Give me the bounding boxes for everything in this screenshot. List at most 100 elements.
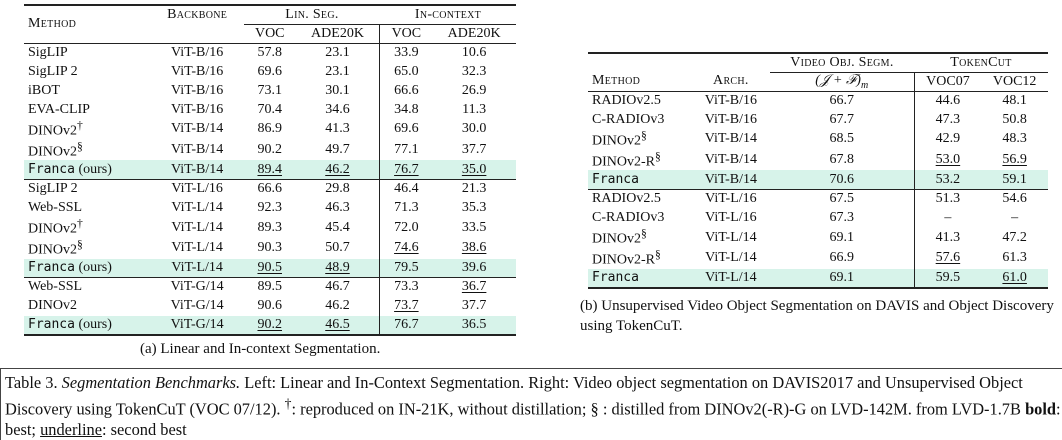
ic-voc-cell: 79.5 <box>379 258 433 278</box>
lin-voc-cell: 90.3 <box>257 240 282 256</box>
ic-voc-cell: 65.0 <box>379 62 433 81</box>
backbone-cell: ViT-B/16 <box>170 63 224 79</box>
table-row: DINOv2-R§ ViT-L/14 66.9 57.6 61.3 <box>588 247 1048 269</box>
backbone-cell: ViT-B/16 <box>170 82 224 98</box>
lin-voc-cell: 90.2 <box>257 141 282 157</box>
voc12-cell: 61.0 <box>981 268 1048 289</box>
lin-ade-cell: 34.6 <box>325 101 350 117</box>
arch-cell: ViT-L/14 <box>705 229 757 245</box>
method-cell: RADIOv2.5 <box>588 90 692 110</box>
table-row: SigLIP 2 ViT-B/16 69.6 23.1 65.0 32.3 <box>24 62 516 81</box>
voc12-cell: – <box>1011 209 1019 225</box>
header-method: Method <box>24 4 151 43</box>
section-symbol: § <box>590 399 599 419</box>
backbone-cell: ViT-G/14 <box>150 315 244 336</box>
ic-voc-cell: 46.4 <box>379 178 433 199</box>
voc07-cell: 57.6 <box>913 247 982 269</box>
caption-text3: : distilled from DINOv2(-R)-G on LVD-142… <box>602 399 1021 419</box>
ic-voc-cell: 71.3 <box>379 198 433 218</box>
backbone-cell: ViT-L/14 <box>171 199 223 215</box>
method-cell: Web-SSL <box>24 277 151 297</box>
table-row: C-RADIOv3 ViT-L/16 67.3 – – <box>588 208 1048 228</box>
lin-voc-cell: 90.6 <box>257 298 282 314</box>
method-cell: DINOv2† <box>28 217 83 237</box>
method-cell: SigLIP 2 <box>24 178 151 199</box>
ic-ade-cell: 39.6 <box>432 258 516 278</box>
backbone-cell: ViT-B/14 <box>170 121 224 137</box>
backbone-cell: ViT-B/14 <box>170 141 224 157</box>
method-cell: DINOv2† <box>28 119 83 139</box>
voc12-cell: 59.1 <box>981 170 1048 190</box>
header-metric: (𝒥 + ℱ)m <box>815 72 869 91</box>
table-row: Web-SSL ViT-G/14 89.5 46.7 73.3 36.7 <box>24 277 516 297</box>
ours-row: Franca (ours) ViT-B/14 89.4 46.2 76.7 35.0 <box>24 160 516 180</box>
arch-cell: ViT-B/16 <box>704 111 758 127</box>
table-row: DINOv2† ViT-B/14 86.9 41.3 69.6 30.0 <box>24 119 516 140</box>
lin-voc-cell: 73.1 <box>257 82 282 98</box>
backbone-cell: ViT-L/14 <box>171 219 223 235</box>
header-method: Method <box>592 73 641 89</box>
lin-voc-cell: 90.2 <box>243 315 296 336</box>
ic-voc-cell: 34.8 <box>379 100 433 119</box>
voc12-cell: 50.8 <box>1002 111 1027 127</box>
method-cell: Franca <box>588 268 692 289</box>
arch-cell: ViT-L/16 <box>705 209 757 225</box>
dagger-symbol: † <box>284 396 292 411</box>
ic-ade-cell: 32.3 <box>461 63 487 79</box>
ic-ade-cell: 11.3 <box>462 101 487 117</box>
ic-ade-cell: 35.0 <box>432 160 516 180</box>
header-backbone: Backbone <box>150 4 244 24</box>
voc07-cell: – <box>913 208 982 228</box>
voc07-cell: 41.3 <box>913 227 982 248</box>
arch-cell: ViT-B/16 <box>691 90 770 110</box>
caption-underline-word: underline <box>40 420 102 440</box>
lin-voc-cell: 86.9 <box>257 121 282 137</box>
voc07-cell: 53.0 <box>913 149 982 171</box>
voc07-cell: 59.5 <box>913 268 982 289</box>
lin-voc-cell: 57.8 <box>243 42 296 62</box>
ic-ade-cell: 37.7 <box>461 141 487 157</box>
backbone-cell: ViT-L/14 <box>171 240 223 256</box>
ours-row: Franca (ours) ViT-G/14 90.2 46.5 76.7 36.5 <box>24 315 516 336</box>
ours-row: Franca ViT-B/14 70.6 53.2 59.1 <box>588 170 1048 190</box>
header-row-2: VOC ADE20K VOC ADE20K <box>24 24 516 43</box>
lin-ade-cell: 49.7 <box>325 141 350 157</box>
ic-voc-cell: 76.7 <box>379 160 433 180</box>
lin-ade-cell: 30.1 <box>325 82 350 98</box>
ic-voc-cell: 69.6 <box>379 119 433 140</box>
lin-ade-cell: 46.2 <box>325 298 350 314</box>
arch-cell: ViT-L/14 <box>705 250 757 266</box>
lin-voc-cell: 89.5 <box>243 277 296 297</box>
table-row: SigLIP ViT-B/16 57.8 23.1 33.9 10.6 <box>24 42 516 62</box>
method-cell: EVA-CLIP <box>28 101 90 117</box>
ic-voc-cell: 73.7 <box>379 296 433 316</box>
lin-ade-cell: 46.5 <box>295 315 380 336</box>
ic-voc-cell: 72.0 <box>379 217 433 238</box>
ic-voc-cell: 66.6 <box>379 81 433 100</box>
ic-voc-cell: 76.7 <box>379 315 433 336</box>
segmentation-table-a: Method Backbone Lin. Seg. In-context VOC… <box>24 4 516 336</box>
ic-ade-cell: 37.7 <box>461 298 487 314</box>
table-row: EVA-CLIP ViT-B/16 70.4 34.6 34.8 11.3 <box>24 100 516 119</box>
method-cell: DINOv2§ <box>592 227 647 247</box>
lin-voc-cell: 69.6 <box>257 63 282 79</box>
table-row: RADIOv2.5 ViT-L/16 67.5 51.3 54.6 <box>588 188 1048 209</box>
method-cell: iBOT <box>28 82 60 98</box>
arch-cell: ViT-B/14 <box>691 170 770 190</box>
table-row: DINOv2§ ViT-L/14 69.1 41.3 47.2 <box>588 227 1048 248</box>
lin-voc-cell: 90.5 <box>243 258 296 278</box>
ic-ade-cell: 10.6 <box>432 42 516 62</box>
lin-ade-cell: 48.9 <box>295 258 380 278</box>
table-caption: Table 3. Segmentation Benchmarks. Left: … <box>0 368 1062 440</box>
ic-ade-cell: 26.9 <box>461 82 487 98</box>
lin-voc-cell: 89.3 <box>257 219 282 235</box>
lin-ade-cell: 50.7 <box>325 240 350 256</box>
ic-ade-cell: 36.5 <box>432 315 516 336</box>
jf-cell: 67.3 <box>829 209 854 225</box>
table-row: DINOv2-R§ ViT-B/14 67.8 53.0 56.9 <box>588 149 1048 171</box>
ic-ade-cell: 38.6 <box>461 240 487 256</box>
table-b-caption: (b) Unsupervised Video Object Segmentati… <box>580 298 1054 334</box>
method-cell: Franca <box>588 170 692 190</box>
lin-ade-cell: 41.3 <box>325 121 350 137</box>
backbone-cell: ViT-G/14 <box>150 277 244 297</box>
